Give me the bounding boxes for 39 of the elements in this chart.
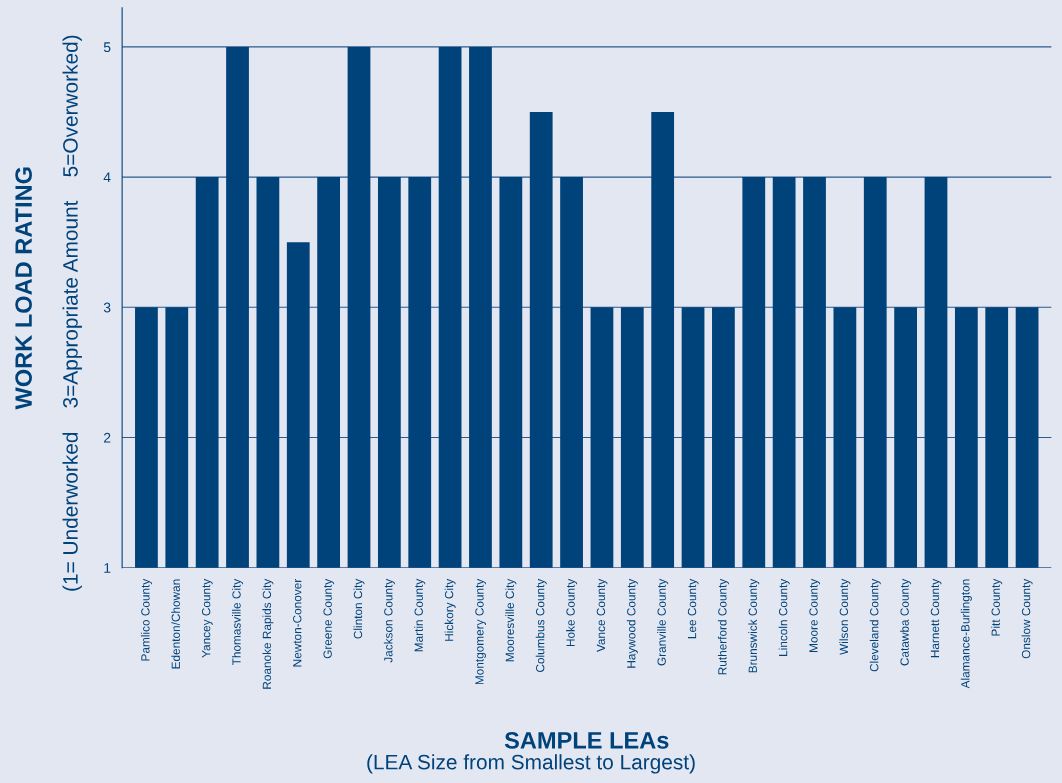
y-tick-label: 3 xyxy=(103,302,111,313)
x-tick-label: Roanoke Rapids City xyxy=(262,578,274,689)
x-tick-label: Columbus County xyxy=(535,578,547,673)
y-tick-label: 5 xyxy=(103,42,111,53)
x-tick-label: Haywood County xyxy=(626,578,638,668)
x-tick-label: Yancey County xyxy=(201,578,213,658)
x-tick-label: Lincoln County xyxy=(778,578,790,656)
x-tick-label: Rutherford County xyxy=(717,578,729,675)
text: (1= Underworked 3=Appropriate Amount 5=Overworked) xyxy=(62,35,82,591)
x-tick-label: Mooresville City xyxy=(505,578,517,662)
x-tick-label: Moore County xyxy=(809,578,821,652)
x-tick-label: Greene County xyxy=(323,578,335,659)
x-tick-label: Alamance-Burlington xyxy=(960,579,972,689)
x-tick-label: Thomasville City xyxy=(232,578,244,666)
x-tick-label: Hoke County xyxy=(566,578,578,647)
x-tick-label: Wilson County xyxy=(839,578,851,655)
x-tick-label: Harnett County xyxy=(930,578,942,658)
text: (LEA Size from Smallest to Largest) xyxy=(367,754,695,774)
x-tick-label: Catawba County xyxy=(900,578,912,666)
x-tick-label: Montgomery County xyxy=(475,578,486,685)
x-tick-label: Martin County xyxy=(414,578,426,652)
x-tick-label: Clinton City xyxy=(353,578,365,639)
x-tick-label: Jackson County xyxy=(383,578,395,663)
x-axis-title: SAMPLE LEAs xyxy=(504,731,669,749)
x-tick-label: Newton-Conover xyxy=(293,578,302,667)
x-tick-label: Pamlico County xyxy=(140,578,152,661)
y-axis-title: WORK LOAD RATING xyxy=(15,167,32,410)
x-tick-label: Hickory City xyxy=(444,578,456,641)
x-tick-label: Pitt County xyxy=(991,578,1003,636)
x-tick-label: Brunswick County xyxy=(748,578,760,673)
y-tick-label: 1 xyxy=(104,563,111,573)
x-tick-label: Vance County xyxy=(596,578,608,653)
x-tick-label: Onslow County xyxy=(1021,578,1033,659)
x-tick-label: Granville County xyxy=(657,578,669,666)
x-tick-label: Edenton/Chowan xyxy=(171,579,180,669)
y-tick-label: 2 xyxy=(103,432,111,443)
x-tick-label: Cleveland County xyxy=(869,578,881,672)
y-tick-label: 4 xyxy=(103,172,111,183)
x-tick-label: Lee County xyxy=(687,578,699,639)
